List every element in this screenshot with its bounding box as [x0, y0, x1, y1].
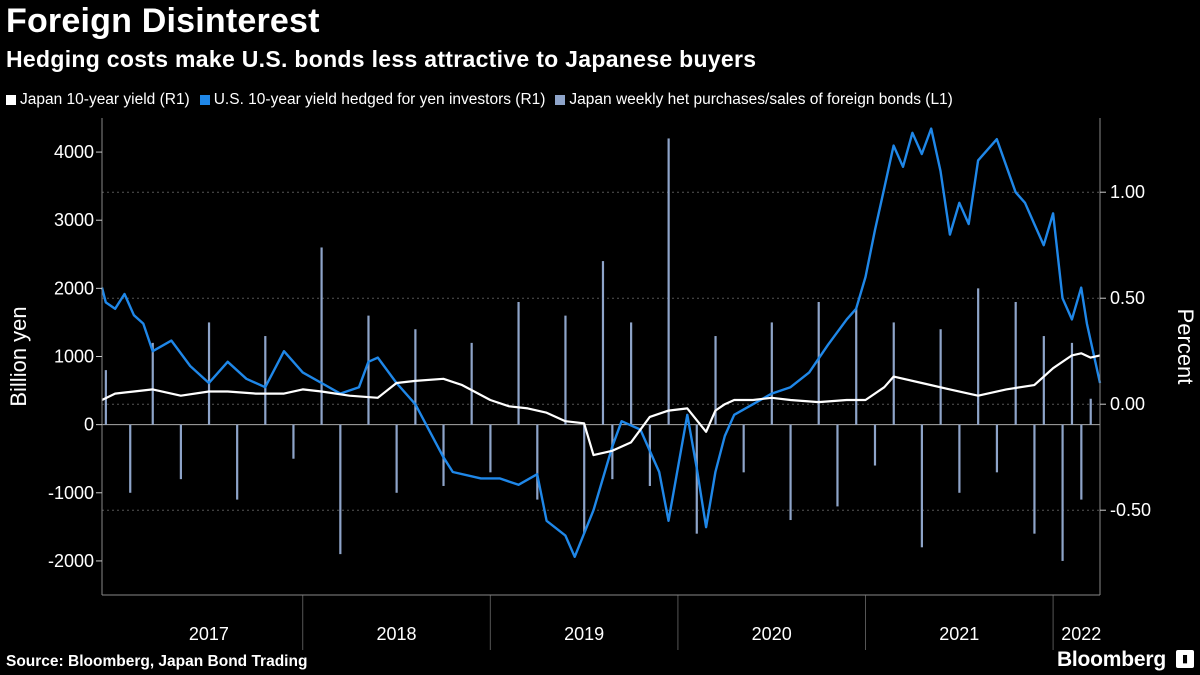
purchase-bar-30: [817, 301, 820, 425]
purchase-bar-39: [995, 424, 999, 473]
japan-yield-line: [101, 352, 1101, 457]
purchase-bar-3: [179, 424, 182, 480]
purchase-bar-41: [1033, 424, 1036, 534]
right-tick-label-3: 1.00: [1110, 182, 1145, 202]
legend-swatch-us-hedged: [199, 95, 210, 105]
purchase-bar-25: [695, 424, 698, 534]
purchase-bar-37: [958, 424, 961, 493]
left-tick-label-0: -2000: [48, 551, 94, 571]
purchase-bar-17: [536, 424, 539, 500]
us-hedged-yield-line: [100, 127, 1102, 558]
right-tick-label-2: 0.50: [1110, 288, 1145, 308]
legend-item-us-hedged: U.S. 10-year yield hedged for yen invest…: [199, 91, 546, 109]
purchase-bar-34: [892, 322, 895, 425]
left-axis-title: Billion yen: [6, 306, 31, 406]
purchase-bar-14: [470, 342, 473, 425]
grid-layer: [102, 191, 1100, 511]
left-tick-label-1: -1000: [48, 483, 94, 503]
purchase-bar-1: [129, 424, 132, 493]
purchase-bar-23: [648, 424, 651, 486]
purchase-bar-6: [264, 336, 267, 425]
legend-swatch-japan-yield: [6, 95, 16, 105]
purchase-bar-19: [583, 424, 586, 534]
purchase-bar-33: [873, 424, 877, 466]
left-tick-label-3: 1000: [54, 347, 94, 367]
lines-layer: [100, 127, 1102, 558]
purchase-bar-26: [714, 336, 717, 425]
purchase-bar-2: [151, 342, 154, 425]
legend-label-us-hedged: U.S. 10-year yield hedged for yen invest…: [213, 91, 546, 108]
x-tick-label-1: 2018: [376, 624, 416, 644]
legend-label-purchases: Japan weekly het purchases/sales of fore…: [569, 91, 953, 108]
purchase-bar-15: [489, 424, 492, 473]
legend-swatch-purchases: [555, 95, 566, 105]
left-tick-label-6: 4000: [54, 142, 94, 162]
purchase-bar-35: [920, 424, 923, 548]
left-tick-label-4: 2000: [54, 278, 94, 298]
purchase-bar-29: [789, 424, 792, 521]
legend-item-purchases: Japan weekly het purchases/sales of fore…: [555, 91, 953, 109]
purchase-bar-32: [855, 308, 858, 425]
purchase-bar-8: [320, 247, 323, 425]
x-tick-label-4: 2021: [939, 624, 979, 644]
x-tick-label-5: 2022: [1061, 624, 1101, 644]
purchase-bar-11: [395, 424, 398, 493]
right-axis-title: Percent: [1173, 309, 1198, 385]
purchase-bar-20: [601, 261, 605, 425]
purchase-bar-45: [1080, 424, 1083, 500]
left-tick-label-5: 3000: [54, 210, 94, 230]
axes-layer: -2000 -1000 0 1000 2000 3000 4000 -0.50 0.00 0.50…: [6, 118, 1198, 650]
purchase-bar-31: [836, 424, 839, 507]
purchase-bar-18: [564, 315, 567, 425]
purchase-bar-4: [207, 322, 211, 425]
x-tick-label-3: 2020: [752, 624, 792, 644]
purchase-bar-24: [667, 138, 670, 425]
bloomberg-logo: Bloomberg: [1056, 648, 1166, 671]
left-tick-label-2: 0: [84, 415, 94, 435]
purchase-bar-44: [1070, 342, 1074, 425]
purchase-bar-10: [367, 315, 370, 425]
right-tick-label-1: 0.00: [1110, 394, 1145, 414]
legend: Japan 10-year yield (R1) U.S. 10-year yi…: [6, 91, 953, 109]
purchase-bar-38: [977, 288, 980, 425]
bloomberg-terminal-icon: ▮: [1176, 650, 1194, 668]
purchase-bar-40: [1014, 301, 1017, 425]
purchase-bar-22: [630, 322, 633, 425]
purchase-bar-7: [292, 424, 295, 459]
x-tick-label-0: 2017: [189, 624, 229, 644]
purchase-bar-5: [236, 424, 239, 500]
purchase-bar-43: [1061, 424, 1064, 561]
legend-item-japan-yield: Japan 10-year yield (R1): [6, 91, 190, 109]
purchase-bar-46: [1089, 398, 1092, 425]
x-tick-label-2: 2019: [564, 624, 604, 644]
purchase-bar-36: [939, 329, 942, 425]
purchase-bar-42: [1042, 336, 1045, 425]
purchase-bar-28: [770, 322, 773, 425]
purchase-bar-16: [517, 301, 520, 425]
legend-label-japan-yield: Japan 10-year yield (R1): [20, 91, 190, 108]
purchase-bar-27: [742, 424, 745, 473]
right-tick-label-0: -0.50: [1110, 500, 1151, 520]
purchase-bar-12: [414, 329, 417, 425]
source-note: Source: Bloomberg, Japan Bond Trading: [6, 653, 308, 670]
chart-subtitle: Hedging costs make U.S. bonds less attra…: [6, 46, 757, 72]
chart-title: Foreign Disinterest: [6, 2, 320, 40]
purchase-bar-9: [339, 424, 342, 555]
